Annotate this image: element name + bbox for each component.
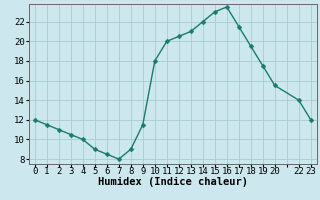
X-axis label: Humidex (Indice chaleur): Humidex (Indice chaleur) bbox=[98, 177, 248, 187]
